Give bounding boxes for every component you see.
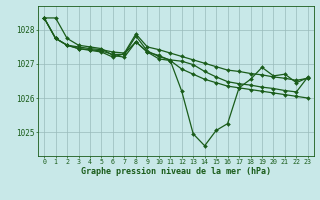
- X-axis label: Graphe pression niveau de la mer (hPa): Graphe pression niveau de la mer (hPa): [81, 167, 271, 176]
